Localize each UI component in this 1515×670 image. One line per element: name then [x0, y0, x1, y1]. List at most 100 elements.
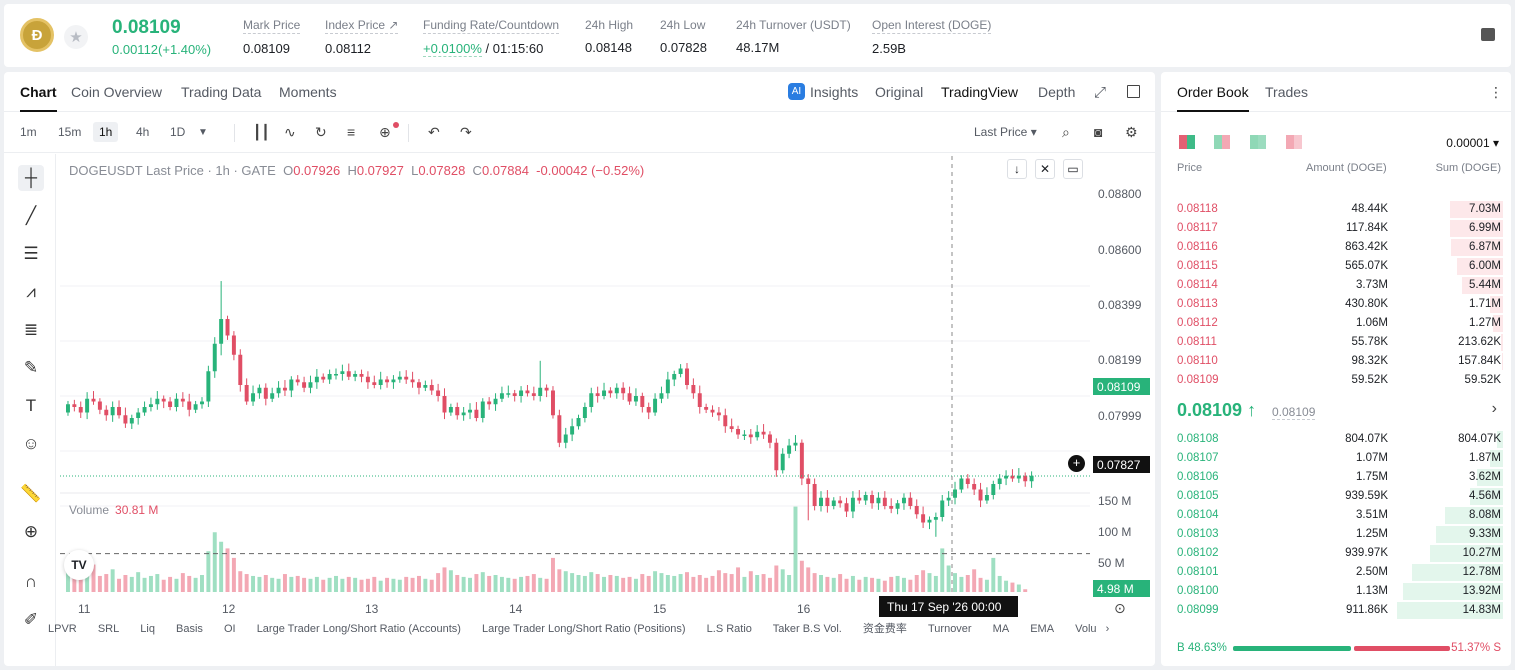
row-amount: 804.07K: [1345, 433, 1388, 445]
text-icon[interactable]: T: [25, 396, 37, 415]
ask-row[interactable]: 0.08115 565.07K 6.00M: [1161, 257, 1511, 276]
fullscreen-icon[interactable]: ▭: [1063, 159, 1083, 179]
replay-icon[interactable]: ↻: [315, 124, 327, 140]
bid-row[interactable]: 0.08102 939.97K 10.27M: [1161, 544, 1511, 563]
interval-1m[interactable]: 1m: [20, 125, 37, 139]
ask-row[interactable]: 0.08118 48.44K 7.03M: [1161, 200, 1511, 219]
layout-both-icon[interactable]: [1179, 135, 1195, 149]
pattern-icon[interactable]: ⩘: [26, 282, 36, 301]
interval-dropdown-icon[interactable]: ▼: [198, 127, 208, 138]
camera-icon[interactable]: ◙: [1094, 124, 1103, 140]
collapse-icon[interactable]: ✕: [1035, 159, 1055, 179]
trendline-icon[interactable]: ╱: [25, 206, 37, 225]
indicator-volume[interactable]: Volu: [1075, 623, 1097, 635]
indicator-lt-positions[interactable]: Large Trader Long/Short Ratio (Positions…: [481, 623, 686, 635]
tab-trades[interactable]: Trades: [1265, 84, 1309, 100]
bid-row[interactable]: 0.08101 2.50M 12.78M: [1161, 563, 1511, 582]
zoom-in-icon[interactable]: ⊕: [23, 522, 39, 541]
candle-body: [263, 387, 268, 399]
redo-icon[interactable]: ↷: [460, 124, 472, 140]
horizontal-lines-icon[interactable]: ☰: [23, 244, 39, 263]
chevron-right-icon[interactable]: ›: [1491, 400, 1497, 417]
ask-row[interactable]: 0.08112 1.06M 1.27M: [1161, 314, 1511, 333]
bid-row[interactable]: 0.08100 1.13M 13.92M: [1161, 582, 1511, 601]
undo-icon[interactable]: ↶: [428, 124, 440, 140]
tab-depth[interactable]: Depth: [1038, 84, 1076, 100]
ai-insights-icon[interactable]: AI: [788, 83, 805, 100]
bid-row[interactable]: 0.08103 1.25M 9.33M: [1161, 525, 1511, 544]
settings-gear-icon[interactable]: ⚙: [1125, 124, 1138, 140]
indicator-oi[interactable]: OI: [224, 623, 236, 635]
ask-row[interactable]: 0.08117 117.84K 6.99M: [1161, 219, 1511, 238]
favorite-star-icon[interactable]: ★: [64, 25, 88, 49]
tab-tradingview[interactable]: TradingView: [941, 84, 1019, 100]
reset-view-icon[interactable]: ⊙: [1114, 600, 1126, 616]
tab-trading-data[interactable]: Trading Data: [181, 84, 262, 100]
price-axis[interactable]: 0.08800 0.08600 0.08399 0.08199 0.07999 …: [1090, 156, 1155, 597]
indicator-funding[interactable]: 资金费率: [862, 623, 907, 635]
layout-bids-icon[interactable]: [1250, 135, 1266, 149]
ask-row[interactable]: 0.08113 430.80K 1.71M: [1161, 295, 1511, 314]
crosshair-icon[interactable]: ┼: [18, 165, 44, 191]
indicator-ls-ratio[interactable]: L.S Ratio: [706, 623, 752, 635]
ask-row[interactable]: 0.08116 863.42K 6.87M: [1161, 238, 1511, 257]
bid-row[interactable]: 0.08107 1.07M 1.87M: [1161, 449, 1511, 468]
layout-asks-icon[interactable]: [1214, 135, 1230, 149]
ask-row[interactable]: 0.08114 3.73M 5.44M: [1161, 276, 1511, 295]
tab-insights[interactable]: Insights: [810, 84, 859, 100]
precision-select[interactable]: 0.00001 ▾: [1446, 136, 1499, 150]
tab-coin-overview[interactable]: Coin Overview: [71, 84, 163, 100]
search-icon[interactable]: ⌕: [1062, 124, 1070, 140]
interval-15m[interactable]: 15m: [58, 125, 82, 139]
indicators-icon[interactable]: ∿: [284, 124, 296, 140]
indicator-basis[interactable]: Basis: [176, 623, 203, 635]
row-price: 0.08108: [1177, 433, 1219, 445]
funding-rate-value[interactable]: +0.0100%: [423, 41, 482, 57]
indicator-ema[interactable]: EMA: [1030, 623, 1055, 635]
indicator-taker-vol[interactable]: Taker B.S Vol.: [772, 623, 842, 635]
window-icon[interactable]: [1127, 85, 1140, 98]
ask-row[interactable]: 0.08109 59.52K 59.52K: [1161, 371, 1511, 390]
ask-row[interactable]: 0.08110 98.32K 157.84K: [1161, 352, 1511, 371]
bid-row[interactable]: 0.08104 3.51M 8.08M: [1161, 506, 1511, 525]
ask-row[interactable]: 0.08111 55.78K 213.62K: [1161, 333, 1511, 352]
candle-style-icon[interactable]: ┃┃: [253, 124, 270, 140]
more-options-icon[interactable]: ⋮: [1489, 84, 1503, 100]
volume-bar: [174, 578, 179, 592]
emoji-icon[interactable]: ☺: [22, 434, 40, 453]
candlestick-chart[interactable]: [60, 156, 1090, 592]
indicator-lt-accounts[interactable]: Large Trader Long/Short Ratio (Accounts): [256, 623, 461, 635]
volume-bar: [997, 575, 1002, 592]
add-indicator-icon[interactable]: ⊕: [379, 122, 399, 141]
indicator-turnover[interactable]: Turnover: [927, 623, 972, 635]
templates-icon[interactable]: ≡: [347, 124, 356, 140]
bid-row[interactable]: 0.08108 804.07K 804.07K: [1161, 430, 1511, 449]
tab-original[interactable]: Original: [875, 84, 924, 100]
fib-icon[interactable]: ≣: [23, 320, 39, 339]
add-alert-icon[interactable]: +: [1068, 455, 1085, 472]
price-type-select[interactable]: Last Price ▾: [974, 125, 1037, 139]
interval-4h[interactable]: 4h: [136, 125, 150, 139]
bid-row[interactable]: 0.08106 1.75M 3.62M: [1161, 468, 1511, 487]
interval-1d[interactable]: 1D: [170, 125, 186, 139]
interval-1h[interactable]: 1h: [93, 122, 119, 142]
tab-chart[interactable]: Chart: [20, 84, 57, 112]
indicator-liq[interactable]: Liq: [140, 623, 155, 635]
bid-row[interactable]: 0.08099 911.86K 14.83M: [1161, 601, 1511, 620]
indicator-lpvr[interactable]: LPVR: [48, 623, 77, 635]
indicator-ma[interactable]: MA: [992, 623, 1010, 635]
bid-row[interactable]: 0.08105 939.59K 4.56M: [1161, 487, 1511, 506]
scroll-down-icon[interactable]: ↓: [1007, 159, 1027, 179]
book-icon[interactable]: [1481, 28, 1495, 41]
expand-icon[interactable]: ⤢: [1094, 84, 1107, 101]
brush-icon[interactable]: ✎: [23, 358, 39, 377]
pencil-lock-icon[interactable]: ✐: [23, 610, 39, 629]
ruler-icon[interactable]: 📏: [20, 484, 42, 503]
layout-depth-icon[interactable]: [1286, 135, 1302, 149]
magnet-icon[interactable]: ∩: [24, 572, 38, 591]
volume-bar: [838, 574, 843, 592]
indicator-srl[interactable]: SRL: [97, 623, 120, 635]
tab-moments[interactable]: Moments: [279, 84, 337, 100]
tab-order-book[interactable]: Order Book: [1177, 84, 1249, 112]
chevron-right-icon[interactable]: ›: [1105, 623, 1110, 635]
